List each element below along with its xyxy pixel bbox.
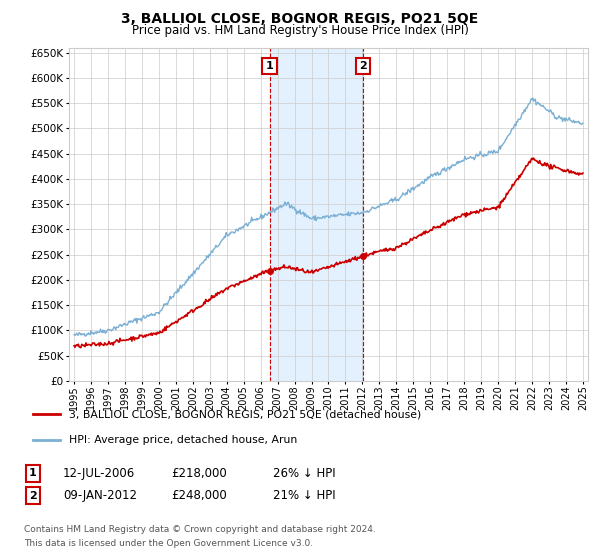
Text: 2: 2 bbox=[359, 61, 367, 71]
Text: This data is licensed under the Open Government Licence v3.0.: This data is licensed under the Open Gov… bbox=[24, 539, 313, 548]
Text: 09-JAN-2012: 09-JAN-2012 bbox=[63, 489, 137, 502]
Text: 21% ↓ HPI: 21% ↓ HPI bbox=[273, 489, 335, 502]
Text: Price paid vs. HM Land Registry's House Price Index (HPI): Price paid vs. HM Land Registry's House … bbox=[131, 24, 469, 37]
Text: £248,000: £248,000 bbox=[171, 489, 227, 502]
Bar bbox=[269, 48, 363, 381]
Text: 2: 2 bbox=[29, 491, 37, 501]
Text: £218,000: £218,000 bbox=[171, 466, 227, 480]
Text: 12-JUL-2006: 12-JUL-2006 bbox=[63, 466, 135, 480]
Text: 1: 1 bbox=[29, 468, 37, 478]
Text: 1: 1 bbox=[266, 61, 274, 71]
Text: 26% ↓ HPI: 26% ↓ HPI bbox=[273, 466, 335, 480]
Text: HPI: Average price, detached house, Arun: HPI: Average price, detached house, Arun bbox=[69, 435, 297, 445]
Text: Contains HM Land Registry data © Crown copyright and database right 2024.: Contains HM Land Registry data © Crown c… bbox=[24, 525, 376, 534]
Text: 3, BALLIOL CLOSE, BOGNOR REGIS, PO21 5QE: 3, BALLIOL CLOSE, BOGNOR REGIS, PO21 5QE bbox=[121, 12, 479, 26]
Text: 3, BALLIOL CLOSE, BOGNOR REGIS, PO21 5QE (detached house): 3, BALLIOL CLOSE, BOGNOR REGIS, PO21 5QE… bbox=[69, 409, 421, 419]
